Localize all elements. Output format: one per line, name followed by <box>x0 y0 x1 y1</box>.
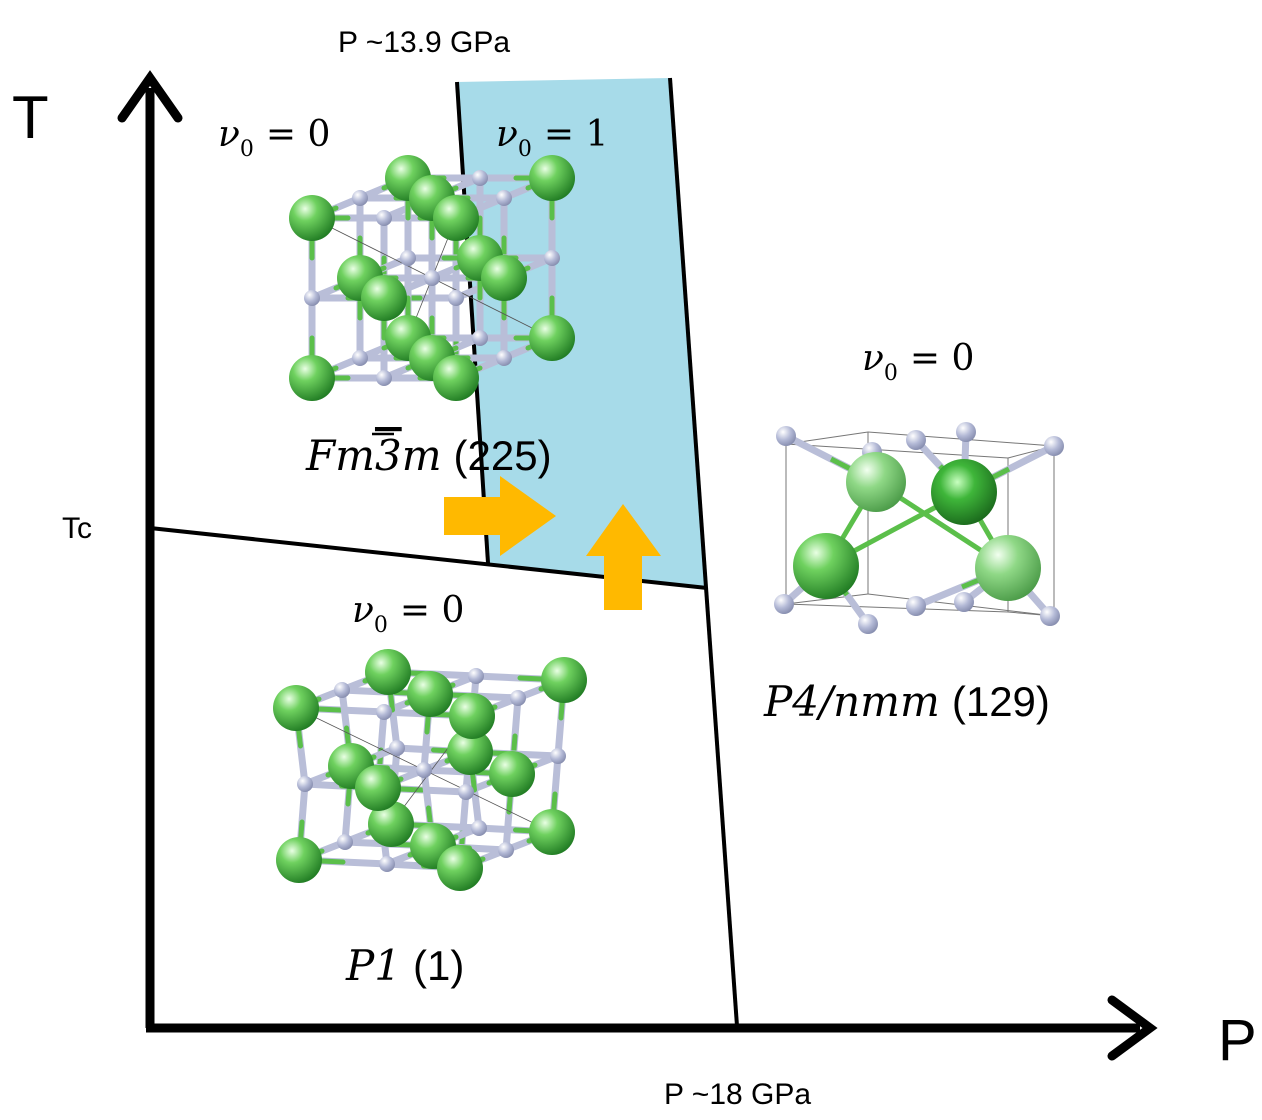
pressure-bottom-label: P ~18 GPa <box>664 1078 811 1111</box>
cell-edge <box>785 603 1009 613</box>
atom-small <box>334 682 350 698</box>
atom-small <box>472 170 488 186</box>
atom-large <box>407 671 453 717</box>
crystal-p1 <box>273 649 587 891</box>
space-group-fm3m: Fm3m (225) <box>305 431 552 480</box>
atom-small <box>472 330 488 346</box>
atom-small <box>448 290 464 306</box>
atom-small <box>496 350 512 366</box>
cell-edge <box>785 593 869 605</box>
atom-small <box>776 426 796 446</box>
atom-large <box>481 255 527 301</box>
atom-small <box>352 350 368 366</box>
atom-small <box>352 190 368 206</box>
atom-small <box>376 210 392 226</box>
atom-small <box>416 762 432 778</box>
atom-large <box>368 801 414 847</box>
atom-small <box>424 270 440 286</box>
atom-large <box>931 459 997 525</box>
arrow-right-icon <box>444 476 556 556</box>
topological-region <box>457 78 707 588</box>
atom-large <box>529 155 575 201</box>
atom-large <box>975 535 1041 601</box>
atom-small <box>498 842 514 858</box>
atom-large <box>361 275 407 321</box>
atom-small <box>297 776 313 792</box>
atom-small <box>1044 436 1064 456</box>
atom-small <box>774 594 794 614</box>
crystal-p4nmm <box>774 422 1064 634</box>
atom-small <box>1040 606 1060 626</box>
space-group-p4nmm: P4/nmm (129) <box>763 677 1050 726</box>
tc-label: Tc <box>62 512 92 545</box>
atom-large <box>273 685 319 731</box>
nu-label-p4nmm: ν0 = 0 <box>862 338 974 386</box>
atom-small <box>544 250 560 266</box>
atom-large <box>529 315 575 361</box>
atom-large <box>529 809 575 855</box>
crystal-fm3m <box>289 155 575 401</box>
atom-large <box>793 533 859 599</box>
atom-large <box>276 837 322 883</box>
cell-edge <box>785 443 1009 459</box>
atom-small <box>304 290 320 306</box>
overbar-three: 3 <box>375 431 402 480</box>
nu-label-topological: ν0 = 1 <box>496 114 608 162</box>
atom-small <box>858 614 878 634</box>
arrow-up-icon <box>586 504 661 610</box>
atom-small <box>337 834 353 850</box>
atom-small <box>906 596 926 616</box>
atom-large <box>846 452 906 512</box>
atom-small <box>496 190 512 206</box>
atom-large <box>355 765 401 811</box>
atom-large <box>449 693 495 739</box>
atom-large <box>489 751 535 797</box>
x-axis-label: P <box>1218 1008 1257 1073</box>
atom-small <box>510 690 526 706</box>
pressure-top-label: P ~13.9 GPa <box>338 26 510 59</box>
y-axis-arrowhead <box>117 70 183 123</box>
boundary-right <box>668 77 739 1027</box>
atom-large <box>437 845 483 891</box>
boundary-left <box>455 81 490 564</box>
atom-small <box>956 422 976 442</box>
atom-small <box>468 668 484 684</box>
atom-large <box>541 657 587 703</box>
atom-small <box>389 740 405 756</box>
atom-large <box>433 195 479 241</box>
x-axis-arrowhead <box>1107 995 1158 1061</box>
atom-small <box>376 704 392 720</box>
atom-small <box>954 592 974 612</box>
atom-small <box>550 748 566 764</box>
nu-label-fm3m: ν0 = 0 <box>218 114 330 162</box>
axes <box>117 70 1158 1061</box>
atom-small <box>376 370 392 386</box>
atom-small <box>400 250 416 266</box>
space-group-p1: P1 (1) <box>345 941 464 990</box>
atom-large <box>447 729 493 775</box>
atom-small <box>471 820 487 836</box>
y-axis-label: T <box>12 84 49 151</box>
atom-large <box>289 355 335 401</box>
atom-small <box>379 856 395 872</box>
nu-label-p1: ν0 = 0 <box>352 590 464 638</box>
atom-large <box>289 195 335 241</box>
atom-large <box>365 649 411 695</box>
atom-small <box>458 784 474 800</box>
atom-large <box>433 355 479 401</box>
atom-small <box>906 430 926 450</box>
